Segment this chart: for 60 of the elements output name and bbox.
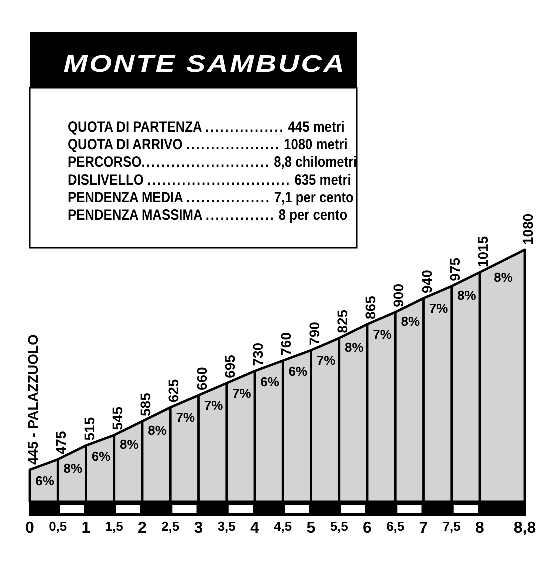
data-label: 760 (278, 332, 294, 356)
annotation: 6% (36, 473, 55, 488)
data-label: 730 (250, 342, 266, 366)
x-tick-label: 8,8 (514, 520, 536, 537)
x-tick-label: 2 (138, 520, 148, 537)
annotation: 8% (64, 461, 84, 476)
annotation: 8% (401, 314, 421, 329)
data-label: 900 (390, 284, 407, 308)
data-label: 515 (81, 417, 98, 441)
annotation: 7% (373, 326, 392, 342)
x-tick-label: 7,5 (442, 519, 461, 534)
annotation: 8% (120, 436, 140, 452)
text: DISLIVELLO ............................. 635 metri (68, 170, 352, 188)
data-label: 625 (166, 379, 182, 403)
annotation: 8% (345, 340, 364, 355)
annotation: 7% (429, 300, 449, 316)
x-tick-label: 4 (250, 520, 260, 537)
text: PENDENZA MEDIA ................. 7,1 per cento (68, 188, 354, 206)
text: QUOTA DI PARTENZA ................ 445 metri (68, 118, 345, 136)
data-label: 865 (362, 296, 378, 320)
x-tick-label: 7 (419, 520, 428, 537)
data-label: 695 (222, 354, 238, 378)
x-tick-label: 4,5 (274, 519, 292, 534)
data-label: 545 (109, 406, 126, 430)
text: PERCORSO.......................... 8,8 chilometri (68, 153, 358, 170)
x-tick-label: 1 (82, 520, 91, 537)
annotation: 6% (260, 374, 280, 390)
annotation: 6% (92, 449, 112, 464)
data-label: 1080 (520, 214, 536, 245)
data-label: 825 (334, 310, 350, 334)
x-tick-label: 0,5 (49, 519, 68, 534)
text: QUOTA DI ARRIVO ................... 1080 metri (68, 136, 348, 153)
data-label: 660 (194, 366, 210, 391)
data-label: 1015 (475, 236, 491, 268)
data-label: 790 (306, 322, 322, 346)
x-tick-label: 0 (26, 520, 35, 537)
data-label: 475 (53, 431, 70, 455)
x-tick-label: 6,5 (386, 519, 405, 534)
annotation: 6% (288, 364, 308, 380)
annotation: 8% (148, 423, 168, 438)
annotation: 7% (176, 410, 196, 426)
x-tick-label: 8 (476, 520, 485, 537)
data-label: 585 (138, 392, 154, 416)
x-tick-label: 6 (363, 520, 372, 537)
x-tick-label: 3 (194, 520, 204, 537)
x-tick-label: 2,5 (162, 519, 180, 534)
x-tick-label: 5,5 (330, 519, 348, 534)
x-tick-label: 3,5 (218, 519, 236, 534)
x-tick-label: 5 (306, 520, 316, 537)
data-label: 940 (418, 270, 435, 294)
annotation: 7% (316, 352, 336, 368)
chart-title: MONTE SAMBUCA (64, 50, 346, 78)
text: PENDENZA MASSIMA .............. 8 per cento (68, 206, 348, 224)
annotation: 8% (458, 288, 477, 303)
x-tick-label: 1,5 (105, 519, 124, 534)
annotation: 7% (204, 398, 224, 413)
annotation: 8% (494, 270, 514, 285)
data-label: 975 (446, 258, 463, 282)
data-label: 445 - PALAZZUOLO (25, 334, 41, 465)
annotation: 7% (232, 386, 252, 401)
